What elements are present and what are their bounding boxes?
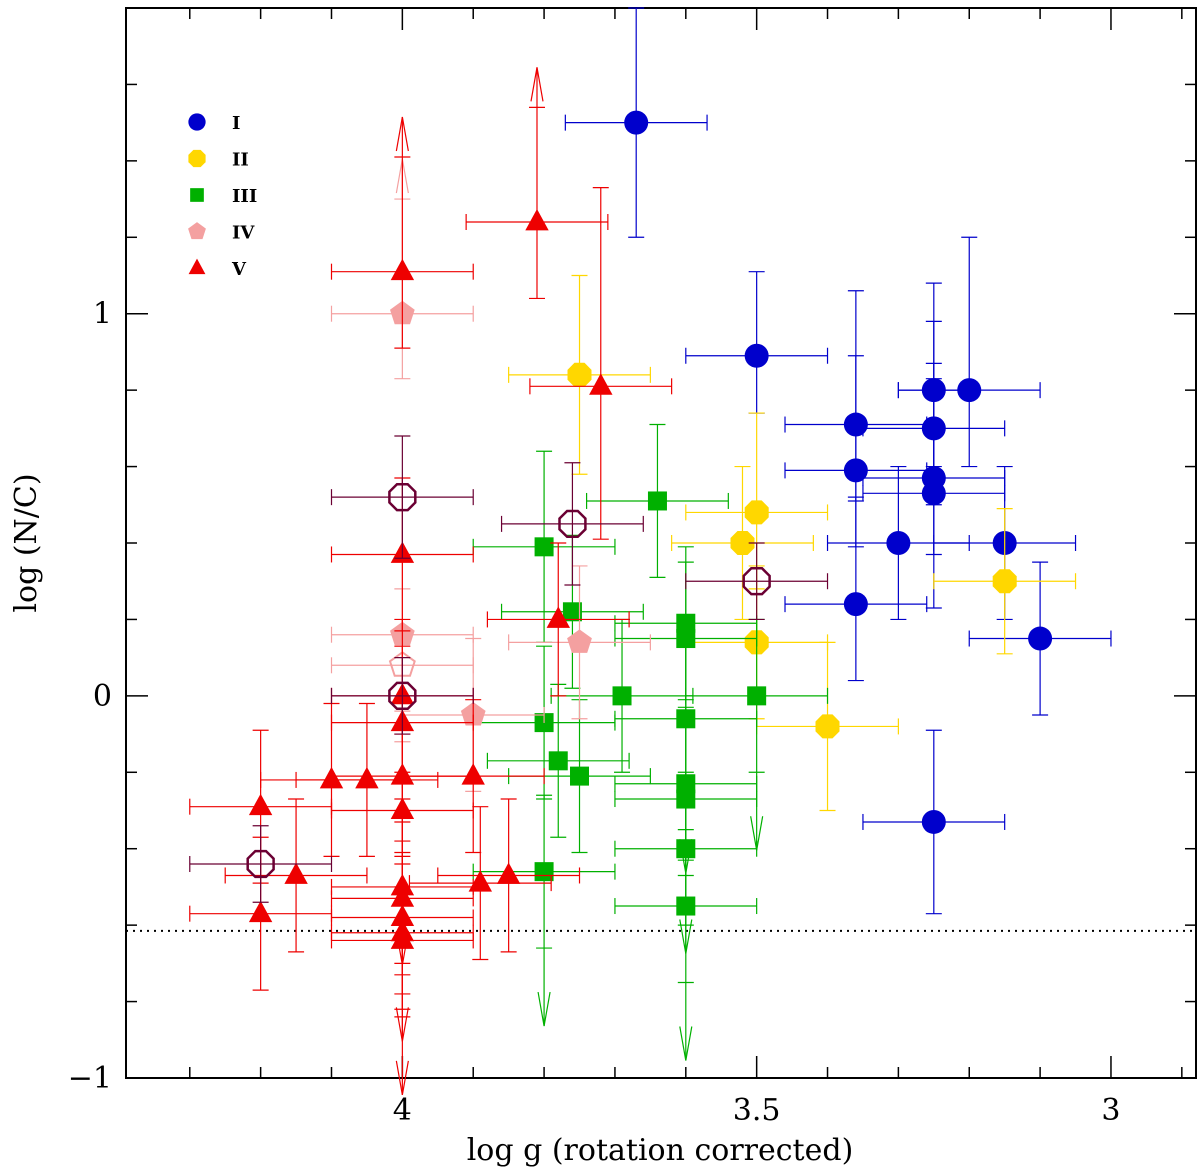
- data-point: [248, 793, 273, 816]
- data-point: [390, 258, 415, 281]
- error-bar: [685, 542, 829, 621]
- legend-marker-v: [188, 258, 206, 275]
- data-point: [562, 602, 582, 622]
- legend-label-ii: II: [232, 150, 249, 171]
- data-point: [546, 606, 570, 628]
- error-bar: [897, 236, 1041, 468]
- data-point: [284, 862, 308, 884]
- data-point: [248, 900, 273, 923]
- data-point: [921, 809, 946, 834]
- data-point: [388, 482, 417, 512]
- x-tick-label: 3: [1101, 1093, 1120, 1128]
- data-point: [744, 500, 769, 525]
- legend-label-iv: IV: [232, 223, 255, 244]
- upper-limit-arrowhead: [395, 1060, 409, 1095]
- data-point: [390, 797, 415, 819]
- data-point: [815, 714, 840, 739]
- error-bar: [529, 187, 673, 540]
- data-point: [589, 373, 613, 395]
- data-point: [730, 531, 755, 555]
- data-point: [246, 849, 275, 879]
- upper-limit-arrowhead: [679, 1026, 693, 1061]
- series-i: [564, 7, 1112, 915]
- legend-label-iii: III: [232, 186, 257, 207]
- data-point: [747, 686, 767, 706]
- data-point: [534, 862, 554, 882]
- data-point: [496, 862, 521, 884]
- error-bar: [784, 496, 928, 682]
- axis-ticks: 4 3.5 3 −1 0 1: [68, 7, 1196, 1128]
- legend-marker-ii: [188, 149, 206, 168]
- data-point: [468, 870, 492, 892]
- y-tick-label: 1: [93, 297, 112, 332]
- data-point: [676, 629, 696, 649]
- data-point: [886, 531, 911, 555]
- data-point: [461, 763, 485, 785]
- data-point: [992, 569, 1017, 594]
- error-bar: [330, 435, 474, 559]
- error-bar: [685, 618, 829, 851]
- error-bar: [330, 657, 474, 735]
- data-point: [612, 686, 632, 706]
- data-point: [921, 481, 946, 506]
- data-point: [570, 766, 590, 786]
- data-point: [388, 681, 417, 711]
- x-tick-label: 3.5: [733, 1093, 781, 1128]
- data-point: [676, 896, 696, 916]
- data-point: [567, 362, 592, 387]
- legend-label-i: I: [232, 113, 240, 134]
- series-iii: [472, 423, 829, 1061]
- data-point: [390, 927, 415, 949]
- lower-limit-arrowhead: [395, 116, 409, 152]
- legend-label-v: V: [231, 259, 247, 280]
- data-point: [1028, 626, 1053, 651]
- data-point: [843, 458, 868, 483]
- legend-marker-iii: [190, 188, 204, 202]
- data-point: [355, 766, 379, 789]
- data-point: [534, 537, 554, 557]
- data-point: [548, 751, 568, 771]
- data-point: [744, 343, 769, 368]
- data-point: [567, 629, 592, 653]
- lower-limit-arrowhead: [530, 67, 544, 102]
- series-unlabeled: [189, 435, 829, 903]
- error-bar: [472, 794, 616, 1027]
- series-iv: [330, 158, 651, 792]
- upper-limit-arrowhead: [537, 991, 551, 1027]
- error-bar: [500, 462, 644, 586]
- data-point: [647, 491, 667, 511]
- data-point: [843, 592, 868, 617]
- error-bar: [465, 67, 609, 300]
- error-bar: [685, 271, 829, 414]
- legend-marker-iv: [188, 222, 206, 240]
- y-tick-label: −1: [68, 1061, 112, 1096]
- series-v: [189, 67, 673, 1095]
- y-axis-title: log (N/C): [9, 473, 44, 612]
- x-axis-title: log g (rotation corrected): [467, 1133, 854, 1168]
- y-tick-label: 0: [93, 679, 112, 714]
- data-point: [525, 209, 549, 231]
- data-point: [624, 110, 649, 135]
- data-point: [742, 567, 771, 596]
- error-bar: [614, 829, 758, 1061]
- data-series: [189, 7, 1112, 1095]
- data-point: [558, 509, 587, 539]
- legend-marker-i: [188, 113, 206, 131]
- data-point: [957, 378, 982, 403]
- x-tick-label: 4: [393, 1093, 412, 1128]
- error-bar: [189, 825, 333, 903]
